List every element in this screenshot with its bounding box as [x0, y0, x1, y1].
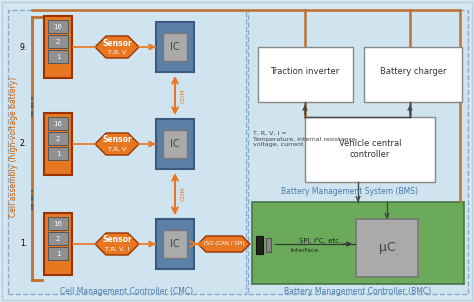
Bar: [48, 132, 68, 145]
Text: 2: 2: [56, 136, 60, 142]
Text: 2.: 2.: [20, 140, 27, 149]
Text: Sensor: Sensor: [102, 136, 132, 144]
Text: SPI, I²C, etc.: SPI, I²C, etc.: [299, 236, 341, 243]
Bar: [44, 213, 72, 275]
Text: 1: 1: [56, 251, 60, 257]
Bar: [44, 113, 72, 175]
Text: IC: IC: [170, 42, 180, 52]
Text: COM: COM: [181, 187, 185, 201]
Bar: [48, 217, 68, 230]
Bar: [252, 202, 464, 284]
Bar: [163, 33, 187, 61]
Bar: [163, 130, 187, 158]
Text: COM: COM: [181, 88, 185, 103]
Bar: [48, 117, 68, 130]
Bar: [258, 47, 353, 102]
Bar: [8, 10, 246, 294]
Bar: [156, 119, 194, 169]
Text: T, R, V, I =
Temperature, internal resistance,
voltage, current: T, R, V, I = Temperature, internal resis…: [253, 131, 358, 147]
Text: Cell Management Controller (CMC): Cell Management Controller (CMC): [61, 287, 193, 295]
Polygon shape: [95, 36, 139, 58]
Text: 2: 2: [56, 39, 60, 45]
Text: 1.: 1.: [20, 239, 27, 249]
Text: T,R, V: T,R, V: [108, 50, 126, 54]
Bar: [163, 230, 187, 258]
Bar: [48, 232, 68, 245]
Text: 1: 1: [56, 54, 60, 60]
Text: Sensor: Sensor: [102, 236, 132, 245]
Text: Battery charger: Battery charger: [380, 68, 446, 76]
Text: Interface: Interface: [291, 248, 319, 252]
Bar: [248, 10, 468, 294]
Text: μC: μC: [379, 242, 395, 255]
Bar: [48, 20, 68, 33]
Text: 1: 1: [56, 151, 60, 157]
Text: 16: 16: [54, 24, 63, 30]
Bar: [364, 47, 462, 102]
Text: IC: IC: [170, 239, 180, 249]
Bar: [266, 238, 271, 252]
Bar: [48, 50, 68, 63]
Text: Traction inverter: Traction inverter: [270, 68, 340, 76]
Text: T,R, V: T,R, V: [108, 146, 126, 152]
Text: ISO (CAN / SPI): ISO (CAN / SPI): [204, 242, 245, 246]
Bar: [156, 219, 194, 269]
Text: Battery Management Controller (BMC): Battery Management Controller (BMC): [284, 287, 431, 295]
Text: Sensor: Sensor: [102, 38, 132, 47]
Polygon shape: [198, 236, 250, 252]
Bar: [44, 16, 72, 78]
Bar: [156, 22, 194, 72]
Bar: [305, 117, 435, 182]
Text: Battery Management System (BMS): Battery Management System (BMS): [282, 188, 419, 197]
Bar: [48, 147, 68, 160]
Text: Cell assembly (high-voltage battery): Cell assembly (high-voltage battery): [9, 77, 18, 217]
Bar: [356, 219, 418, 277]
Text: 9.: 9.: [20, 43, 27, 52]
Text: 16: 16: [54, 221, 63, 227]
Text: 2: 2: [56, 236, 60, 242]
Text: T,R, V, I: T,R, V, I: [105, 246, 129, 252]
Polygon shape: [95, 233, 139, 255]
Text: 16: 16: [54, 121, 63, 127]
Bar: [48, 35, 68, 48]
Polygon shape: [95, 133, 139, 155]
Text: Vehicle central
controller: Vehicle central controller: [339, 139, 401, 159]
Bar: [48, 247, 68, 260]
Bar: [256, 236, 263, 254]
Text: IC: IC: [170, 139, 180, 149]
